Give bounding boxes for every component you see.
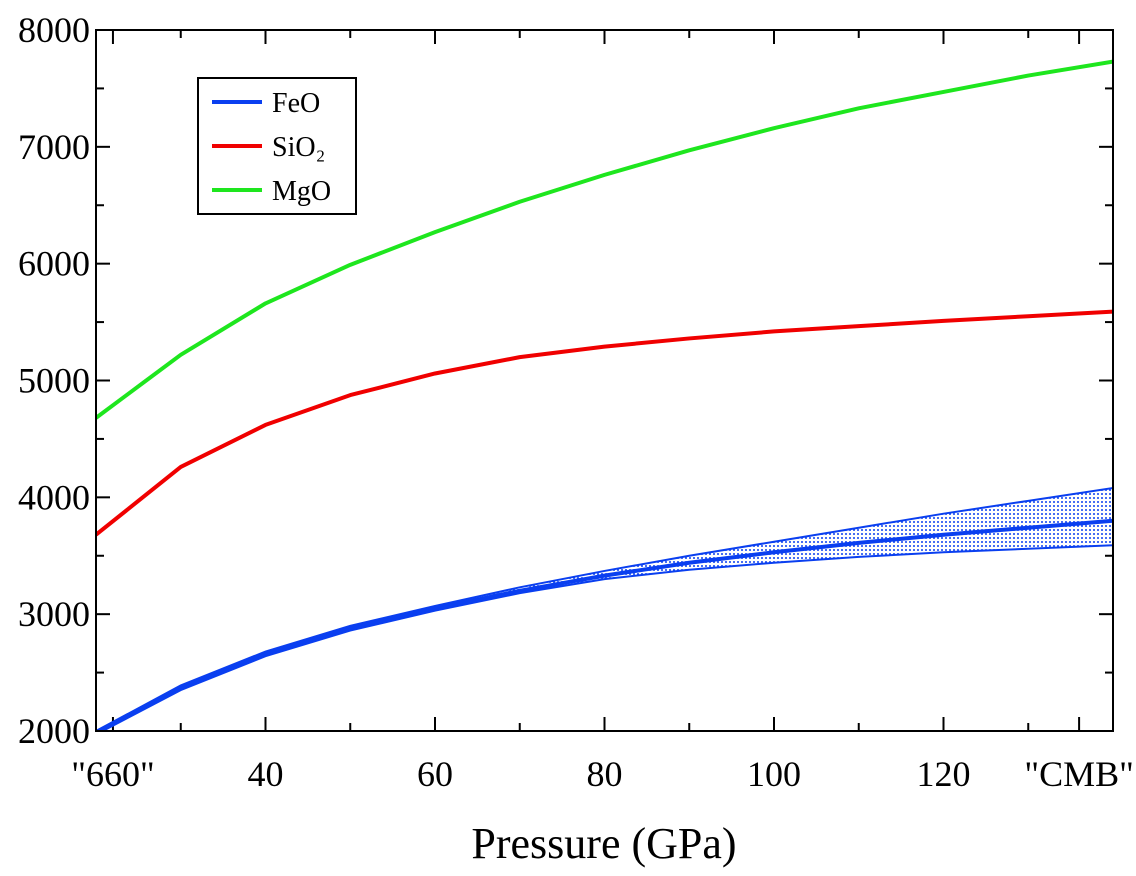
y-tick-label: 4000 [18,477,90,517]
series-line [96,518,1113,731]
y-tick-label: 5000 [18,361,90,401]
x-tick-label: 80 [587,754,623,794]
x-tick-label: 120 [917,754,971,794]
legend-label: FeO [272,88,320,119]
x-tick-label: 40 [248,754,284,794]
plot-frame [95,29,1114,732]
legend-label: SiO₂ [272,132,325,163]
series-line [96,309,1113,537]
x-axis-label: Pressure (GPa) [471,819,736,868]
y-tick-label: 8000 [18,10,90,50]
y-tick-label: 6000 [18,244,90,284]
x-tick-label: "660" [71,754,154,794]
series-line [96,59,1113,420]
y-tick-label: 7000 [18,127,90,167]
plot-area [96,59,1113,731]
x-tick-label: 60 [417,754,453,794]
error-band [96,486,1113,731]
x-tick-label: "CMB" [1024,754,1133,794]
legend-label: MgO [272,176,331,207]
y-tick-label: 2000 [18,711,90,751]
y-tick-label: 3000 [18,594,90,634]
x-tick-label: 100 [747,754,801,794]
